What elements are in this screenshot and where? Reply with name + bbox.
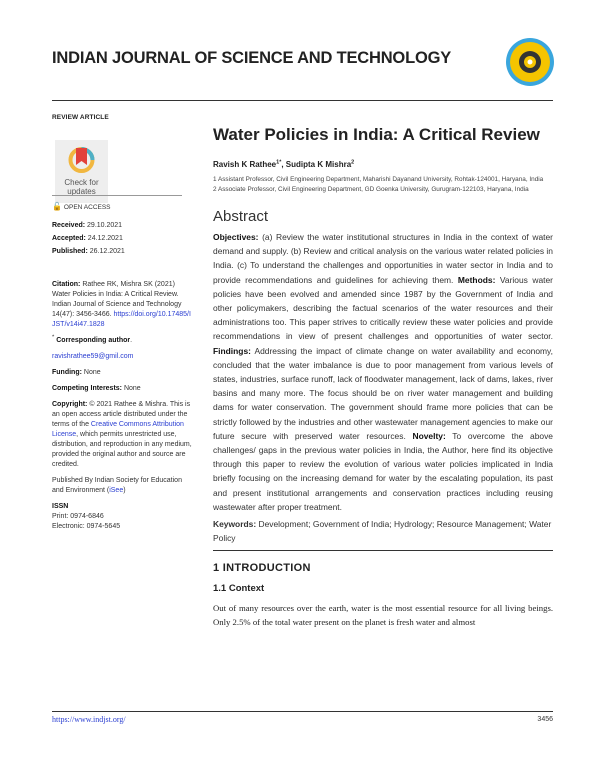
author-email[interactable]: ravishrathee59@gmil.com: [52, 353, 134, 360]
footer-url[interactable]: https://www.indjst.org/: [52, 715, 126, 724]
open-access: 🔓 OPEN ACCESS: [52, 202, 111, 211]
keywords: Keywords: Development; Government of Ind…: [213, 517, 553, 552]
page-number: 3456: [537, 716, 553, 723]
badge-label: Check for updates: [64, 178, 99, 196]
journal-logo: [506, 38, 554, 86]
authors: Ravish K Rathee1*, Sudipta K Mishra2: [213, 159, 355, 169]
sidebar: 🔓 OPEN ACCESS Received: 29.10.2021 Accep…: [52, 202, 192, 538]
main-column: Water Policies in India: A Critical Revi…: [213, 125, 553, 629]
publisher: Published By Indian Society for Educatio…: [52, 477, 182, 494]
dates: Received: 29.10.2021 Accepted: 24.12.202…: [52, 222, 125, 255]
check-for-updates-badge[interactable]: Check for updates: [55, 140, 108, 203]
sidebar-rule: [52, 195, 182, 196]
header-rule: [52, 100, 553, 102]
corresponding-author: * Corresponding author.: [52, 334, 133, 344]
isee-link[interactable]: iSee: [109, 487, 124, 494]
abstract-heading: Abstract: [213, 208, 269, 225]
funding: Funding: None: [52, 369, 101, 376]
license-link[interactable]: Creative Commons Attribution License: [52, 421, 184, 438]
doi-link[interactable]: https://doi.org/10.17485/IJST/v14i47.182…: [52, 311, 191, 328]
footer-rule: [52, 711, 553, 713]
section-heading: 1 INTRODUCTION: [213, 562, 311, 575]
lock-icon: 🔓: [52, 202, 62, 211]
article-type: REVIEW ARTICLE: [52, 114, 109, 121]
issn: ISSN Print: 0974-6846 Electronic: 0974-5…: [52, 503, 121, 530]
journal-title: INDIAN JOURNAL OF SCIENCE AND TECHNOLOGY: [52, 49, 452, 67]
citation: Citation: Rathee RK, Mishra SK (2021) Wa…: [52, 281, 191, 328]
copyright: Copyright: © 2021 Rathee & Mishra. This …: [52, 401, 192, 468]
abstract-body: Objectives: (a) Review the water institu…: [213, 232, 553, 512]
subsection-heading: 1.1 Context: [213, 583, 265, 595]
article-title: Water Policies in India: A Critical Revi…: [213, 125, 540, 144]
bookmark-icon: [68, 147, 95, 173]
competing-interests: Competing Interests: None: [52, 385, 141, 392]
intro-text: Out of many resources over the earth, wa…: [213, 603, 553, 628]
affiliations: 1 Assistant Professor, Civil Engineering…: [213, 176, 544, 193]
